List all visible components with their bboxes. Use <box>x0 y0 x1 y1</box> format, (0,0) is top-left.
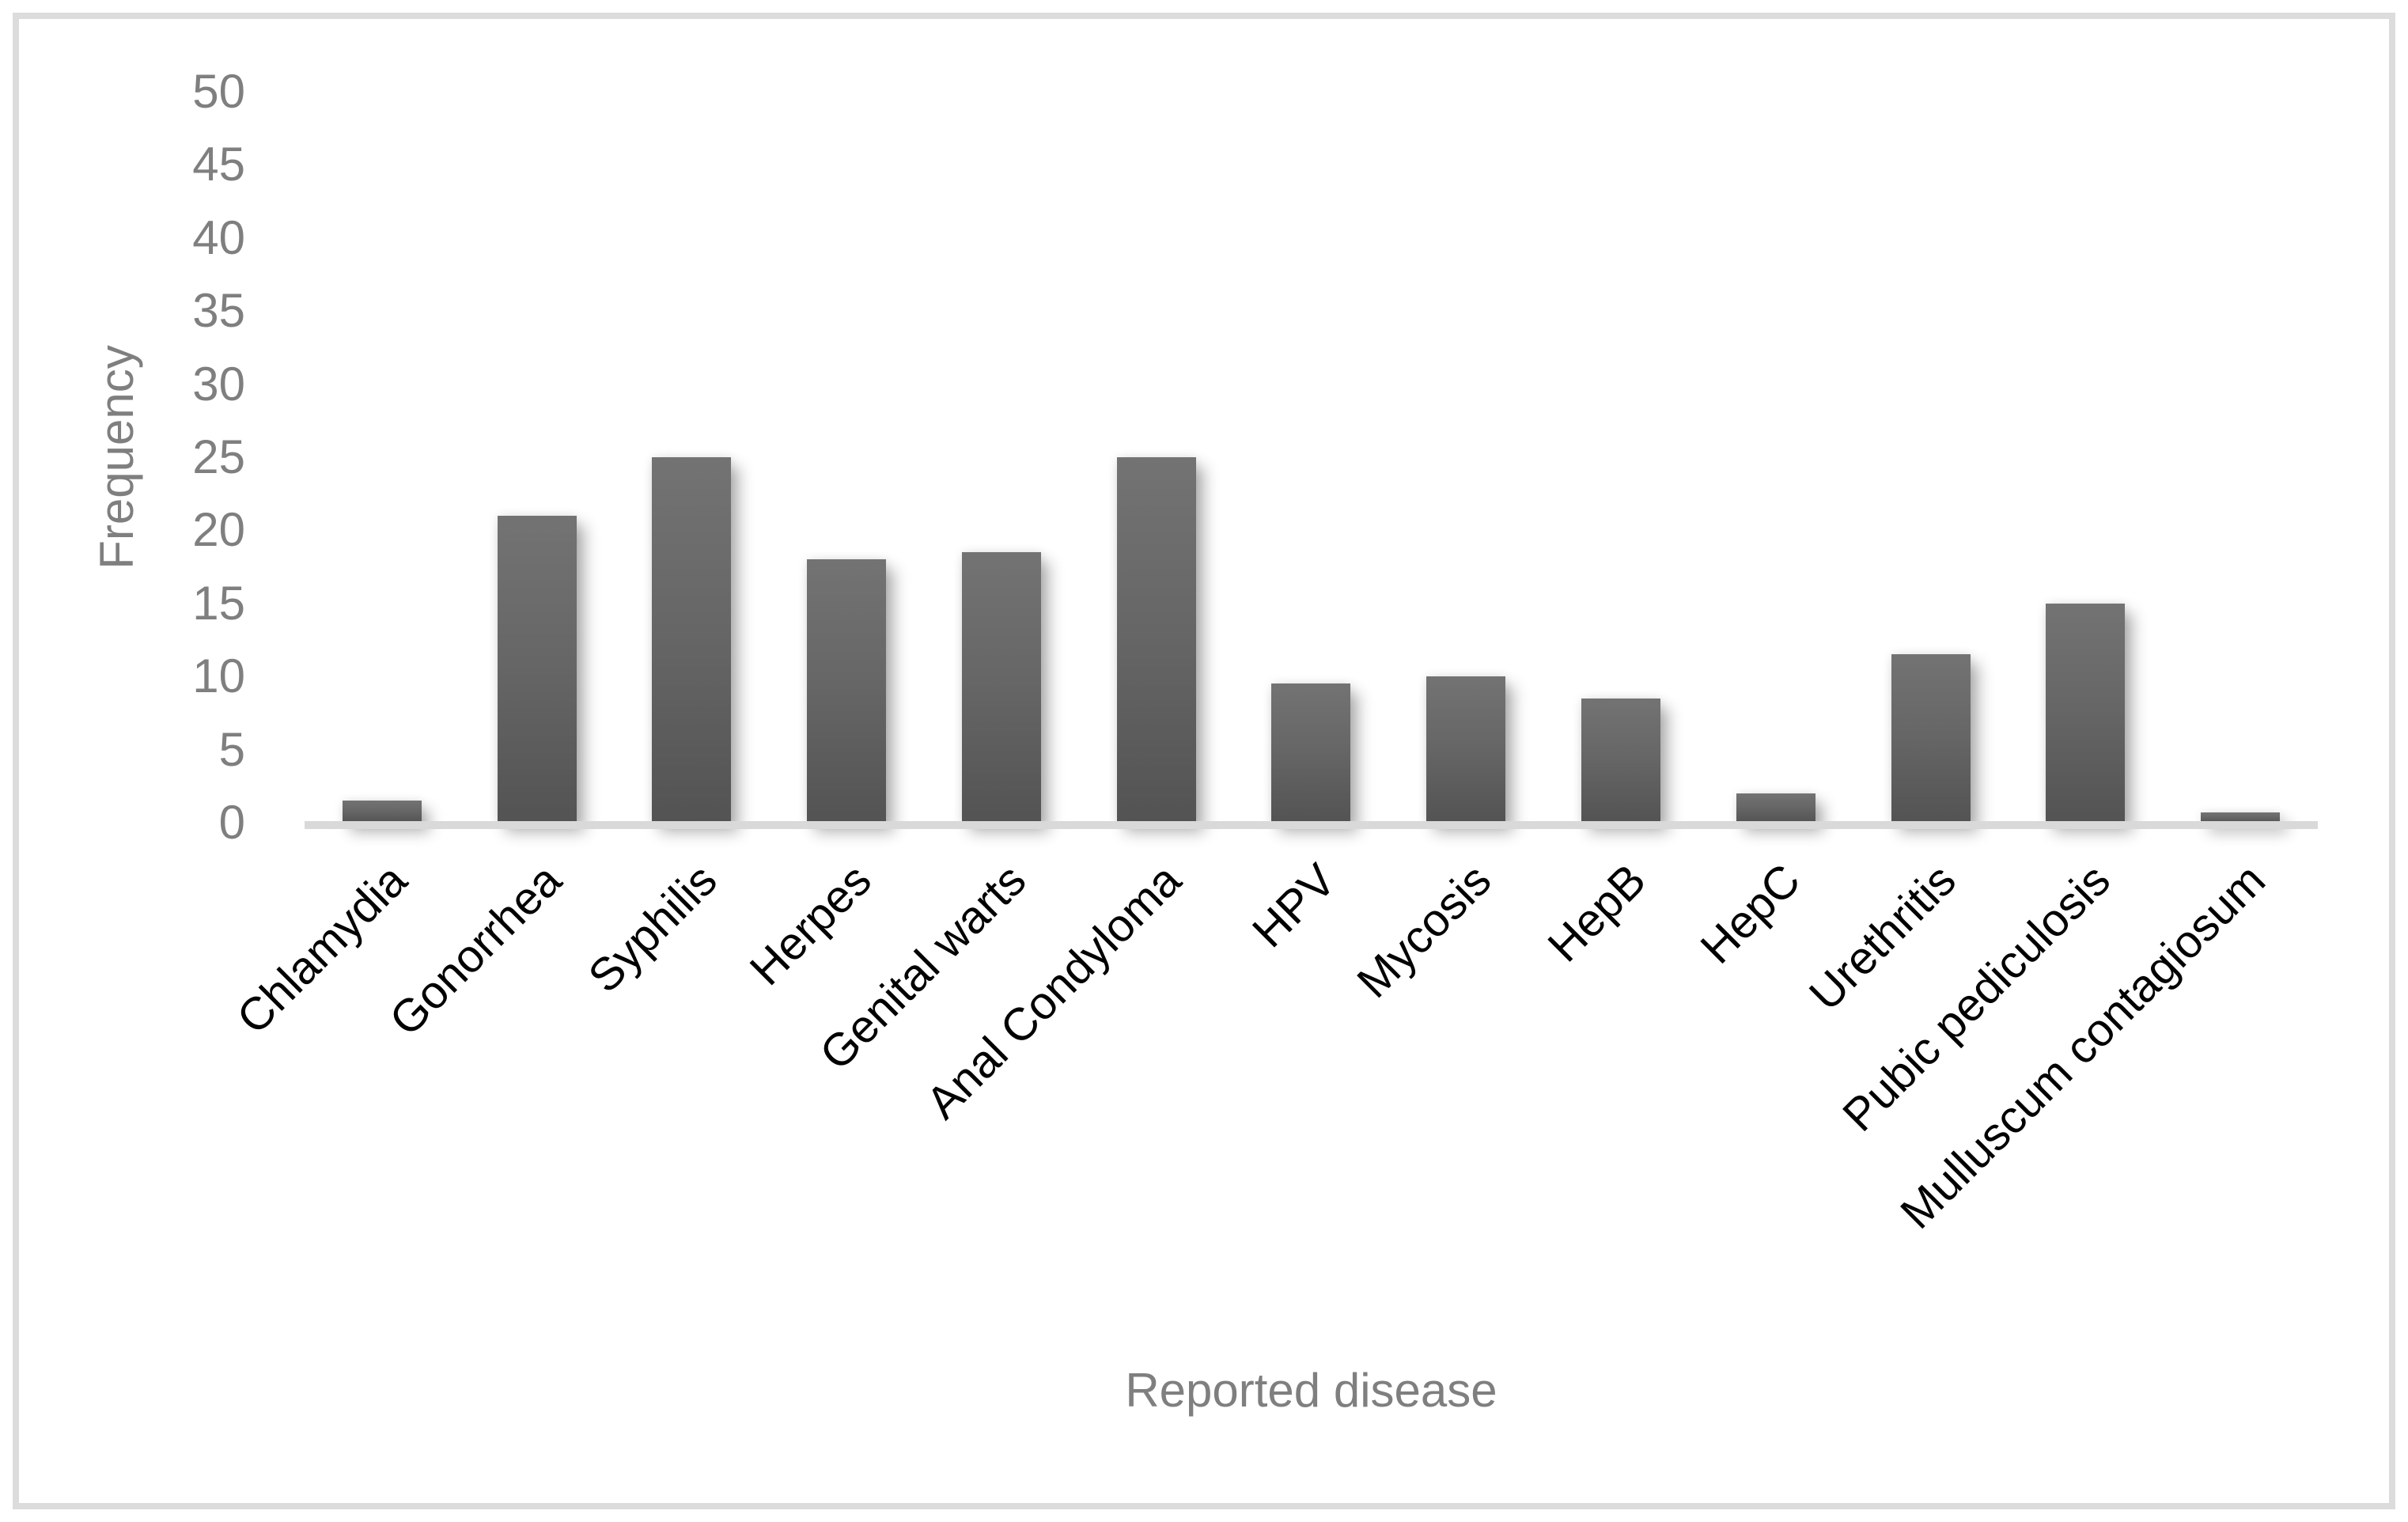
category-label: Urethritis <box>1799 854 1966 1020</box>
category-slot: Mycosis <box>1347 92 1543 1008</box>
category-slot: HPV <box>1234 92 1389 957</box>
y-axis-tick-label: 10 <box>192 649 245 703</box>
bar <box>2201 812 2281 823</box>
category-label: Mycosis <box>1347 854 1501 1008</box>
category-label: HPV <box>1243 854 1346 958</box>
y-axis-tick-label: 0 <box>218 796 245 849</box>
x-axis-title: Reported disease <box>1125 1364 1497 1417</box>
category-slot: Herpes <box>740 92 924 995</box>
category-slot: Syphilis <box>578 92 770 1002</box>
category-slot: HepC <box>1691 92 1853 974</box>
bar <box>1581 698 1660 823</box>
category-label: Syphilis <box>577 854 727 1003</box>
plot-area: Chlamydia Gonorrhea Syphilis Herpes Genital … <box>227 92 2318 1239</box>
bar <box>1891 654 1971 823</box>
category-slot: Anal Condyloma <box>917 92 1234 1129</box>
y-axis-tick-label: 20 <box>192 503 245 557</box>
y-axis-tick-label: 50 <box>192 65 245 118</box>
y-axis-tick-label: 5 <box>218 722 245 776</box>
bar <box>1426 676 1506 823</box>
category-label: Pubic pediculosis <box>1833 854 2121 1142</box>
category-label: Herpes <box>740 854 882 996</box>
y-axis-tick-label: 35 <box>192 284 245 338</box>
category-slot: Mulluscum contagiosum <box>1891 92 2318 1239</box>
bar <box>807 559 887 823</box>
bar <box>1116 457 1196 823</box>
category-slot: HepB <box>1538 92 1698 971</box>
bar <box>342 801 422 823</box>
category-slot: Urethritis <box>1799 92 2009 1020</box>
bar <box>497 515 577 823</box>
bar <box>2046 603 2126 823</box>
category-slot: Chlamydia <box>227 92 460 1044</box>
bar <box>1736 793 1815 823</box>
y-axis-tick-label: 30 <box>192 357 245 411</box>
category-slot: Gonorrhea <box>380 92 615 1046</box>
category-slot: Pubic pediculosis <box>1833 92 2163 1142</box>
bar <box>652 457 732 823</box>
bar <box>1271 683 1351 823</box>
bar <box>961 552 1041 823</box>
y-axis-tick-label: 15 <box>192 576 245 630</box>
y-axis-tick-label: 25 <box>192 430 245 483</box>
category-label: HepC <box>1691 854 1811 974</box>
y-axis-tick-label: 40 <box>192 210 245 264</box>
x-axis-line <box>305 821 2318 829</box>
y-axis-tick-label: 45 <box>192 138 245 191</box>
category-label: HepB <box>1538 854 1656 972</box>
category-slot: Genital warts <box>810 92 1079 1080</box>
